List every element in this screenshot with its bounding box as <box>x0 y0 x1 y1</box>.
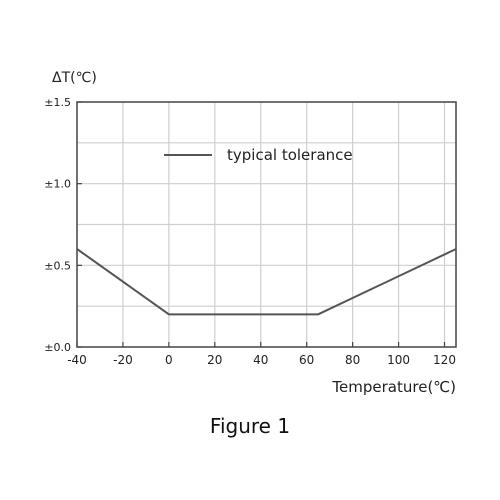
x-tick-label: 40 <box>253 353 268 367</box>
y-tick-label: ±1.5 <box>44 96 71 109</box>
x-tick-label: 80 <box>345 353 360 367</box>
x-tick-label: -40 <box>67 353 87 367</box>
y-axis-label: ΔT(℃) <box>52 70 97 86</box>
y-tick-label: ±0.5 <box>44 259 71 272</box>
figure-caption: Figure 1 <box>209 414 291 438</box>
x-tick-label: 20 <box>207 353 222 367</box>
plot-frame <box>76 101 457 348</box>
x-tick-label: 100 <box>387 353 410 367</box>
y-tick-label: ±0.0 <box>44 341 71 354</box>
series-line <box>76 248 457 316</box>
x-axis-label: Temperature(℃) <box>331 378 456 396</box>
x-tick-label: -20 <box>113 353 133 367</box>
x-tick-label: 120 <box>433 353 456 367</box>
x-tick-label: 60 <box>299 353 314 367</box>
x-tick-label: 0 <box>165 353 173 367</box>
legend-label: typical tolerance <box>227 146 353 164</box>
y-tick-label: ±1.0 <box>44 178 71 191</box>
